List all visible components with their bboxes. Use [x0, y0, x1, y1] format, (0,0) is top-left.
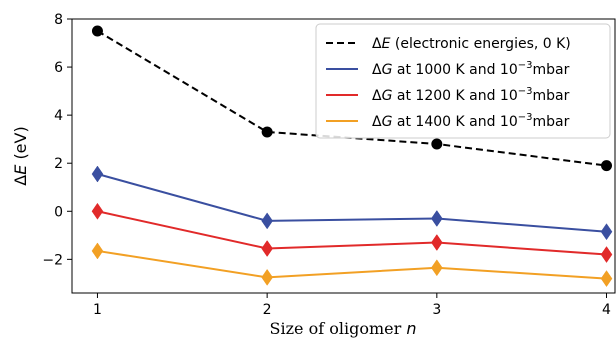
series-line	[97, 249, 607, 280]
y-axis-label: ΔE (eV)	[11, 126, 30, 185]
series-1	[91, 165, 613, 241]
data-point	[261, 212, 273, 230]
data-point	[261, 240, 273, 257]
x-tick-label: 4	[602, 302, 611, 318]
series-2	[91, 202, 613, 263]
data-point	[431, 259, 443, 277]
data-point	[261, 126, 273, 138]
x-tick-label: 1	[93, 302, 102, 318]
ticks-layer: 1 2 3 4 −2 0 2 4 6 8	[42, 12, 611, 318]
legend-entry: ΔG at 1200 K and 10−3mbar	[326, 86, 570, 104]
series-layer	[91, 25, 613, 288]
y-tick-label: 4	[54, 108, 63, 124]
data-point	[91, 25, 103, 37]
series-line	[96, 30, 607, 167]
data-point	[600, 223, 613, 241]
data-point	[91, 202, 104, 220]
y-tick-label: 6	[54, 60, 63, 76]
y-tick-label: 8	[54, 12, 63, 28]
axes-layer	[71, 18, 616, 294]
y-tick-label: 0	[54, 204, 63, 220]
plot-frame	[71, 18, 616, 294]
data-point	[600, 246, 613, 263]
legend-label: ΔG at 1200 K and 10−3mbar	[372, 86, 570, 104]
x-tick-label: 3	[432, 302, 441, 318]
legend-entry: ΔE (electronic energies, 0 K)	[326, 36, 571, 52]
data-point	[600, 270, 613, 288]
data-point	[91, 242, 104, 260]
series-line	[97, 173, 607, 233]
legend-entry: ΔG at 1400 K and 10−3mbar	[326, 112, 570, 130]
series-line	[97, 210, 607, 256]
legend-box	[315, 23, 611, 139]
legend-label: ΔG at 1000 K and 10−3mbar	[372, 60, 570, 78]
x-tick-label: 2	[263, 302, 272, 318]
data-point	[431, 138, 443, 150]
y-tick-label: −2	[42, 252, 63, 268]
data-point	[601, 160, 613, 172]
y-tick-label: 2	[54, 156, 63, 172]
data-point	[91, 165, 104, 183]
x-axis-label: Size of oligomer n	[270, 319, 417, 338]
data-point	[261, 268, 273, 286]
series-0	[91, 25, 613, 172]
legend-label: ΔG at 1400 K and 10−3mbar	[372, 112, 570, 130]
data-point	[431, 210, 443, 227]
legend: ΔE (electronic energies, 0 K) ΔG at 1000 …	[315, 23, 611, 139]
series-3	[91, 242, 613, 288]
legend-entry: ΔG at 1000 K and 10−3mbar	[326, 60, 570, 78]
data-point	[431, 234, 443, 251]
legend-label: ΔE (electronic energies, 0 K)	[372, 36, 571, 52]
